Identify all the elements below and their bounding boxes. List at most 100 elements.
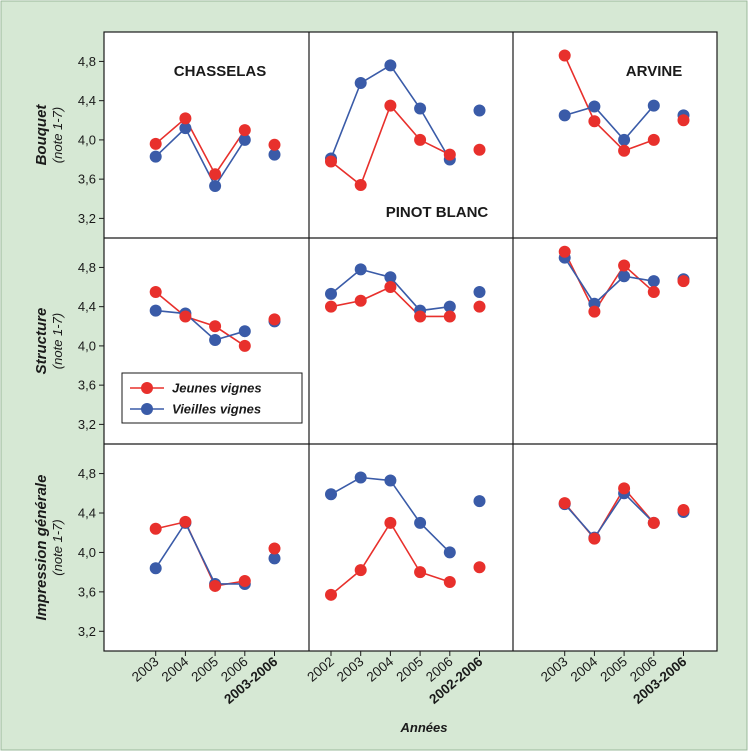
total-point-old [473, 104, 486, 117]
row-label: Bouquet [33, 104, 50, 166]
data-point-old [354, 77, 367, 90]
data-point-young [588, 532, 601, 545]
series-line-old [564, 257, 654, 305]
total-point-old [268, 552, 281, 565]
data-point-young [414, 566, 427, 579]
series-line-old [564, 492, 655, 539]
total-point-old [473, 285, 486, 298]
data-point-old [443, 300, 456, 313]
data-point-young [354, 294, 367, 307]
data-point-young [443, 148, 456, 161]
data-point-old [647, 275, 660, 288]
y-tick-label: 4,8 [78, 466, 96, 481]
data-point-young [558, 497, 571, 510]
row-label: Impression générale [33, 475, 50, 621]
data-point-young [209, 320, 222, 333]
row-label-group: Impression générale (note 1-7) [33, 475, 65, 621]
data-point-young [325, 155, 337, 168]
y-tick-label: 3,6 [78, 584, 96, 599]
data-point-young [558, 245, 571, 258]
data-point-young [238, 575, 251, 588]
y-tick-label: 4,8 [78, 260, 96, 275]
y-tick-label: 4,0 [78, 545, 96, 560]
data-point-old [558, 109, 571, 122]
total-point-young [268, 138, 281, 151]
series-line-old [155, 126, 246, 188]
row-label-note: (note 1-7) [50, 313, 65, 369]
plot-border [103, 31, 718, 652]
row-label-group: Bouquet (note 1-7) [33, 104, 65, 166]
total-point-young [677, 275, 690, 288]
legend-marker-young [141, 382, 153, 394]
data-point-young [209, 168, 222, 181]
total-point-young [268, 542, 281, 555]
y-tick-label: 3,6 [78, 378, 96, 393]
row-label: Structure [33, 308, 50, 375]
data-point-old [238, 325, 251, 338]
legend-marker-old [141, 403, 153, 415]
y-tick-label: 3,6 [78, 172, 96, 187]
series-line-young [563, 55, 655, 152]
data-point-young [414, 133, 427, 146]
data-point-old [209, 334, 222, 347]
x-axis-title: Années [400, 720, 448, 735]
legend-label-old: Vieilles vignes [172, 402, 261, 417]
total-point-old [473, 495, 486, 508]
data-point-old [354, 263, 367, 276]
data-point-young [149, 285, 162, 298]
data-point-old [209, 180, 222, 193]
data-point-old [618, 270, 631, 283]
data-point-young [588, 305, 601, 318]
total-point-young [677, 504, 690, 517]
data-point-young [558, 49, 571, 62]
data-point-old [354, 471, 367, 484]
series-line-old [155, 521, 245, 585]
row-label-group: Structure (note 1-7) [33, 308, 65, 375]
data-point-young [179, 310, 192, 323]
data-point-young [238, 339, 251, 352]
data-point-old [588, 100, 601, 113]
total-point-young [473, 561, 486, 574]
total-point-young [473, 300, 486, 313]
data-point-young [647, 285, 660, 298]
legend-box [121, 372, 303, 424]
data-point-young [384, 99, 397, 112]
row-label-note: (note 1-7) [50, 519, 65, 575]
panel-title-chasselas: CHASSELAS [174, 63, 267, 80]
data-point-young [209, 579, 222, 592]
data-point-old [384, 59, 397, 72]
y-tick-label: 4,4 [78, 93, 96, 108]
y-tick-label: 3,2 [78, 211, 96, 226]
data-point-young [238, 124, 251, 137]
data-point-old [325, 488, 337, 501]
y-tick-label: 4,0 [78, 338, 96, 353]
data-point-old [325, 287, 337, 300]
panel-title-arvine: ARVINE [626, 63, 682, 80]
data-point-young [618, 144, 631, 157]
data-point-young [354, 179, 367, 192]
data-point-old [179, 122, 192, 135]
y-tick-label: 4,4 [78, 506, 96, 521]
data-point-young [384, 516, 397, 529]
data-point-young [384, 281, 397, 294]
total-point-young [677, 114, 690, 127]
data-point-old [149, 150, 162, 163]
y-tick-label: 3,2 [78, 624, 96, 639]
data-point-young [325, 588, 337, 601]
data-point-old [238, 133, 251, 146]
data-point-young [179, 112, 192, 125]
data-point-young [443, 576, 456, 588]
data-point-old [647, 99, 660, 112]
row-label-note: (note 1-7) [50, 107, 65, 163]
data-point-old [618, 133, 631, 146]
legend-label-young: Jeunes vignes [172, 381, 262, 396]
panel-title-pinot-blanc: PINOT BLANC [386, 204, 489, 221]
data-point-young [179, 515, 192, 528]
series-line-old [564, 105, 655, 142]
total-point-old [268, 148, 281, 161]
data-point-young [618, 259, 631, 272]
series-line-old [155, 309, 246, 341]
total-point-young [473, 143, 486, 156]
y-tick-label: 4,8 [78, 54, 96, 69]
